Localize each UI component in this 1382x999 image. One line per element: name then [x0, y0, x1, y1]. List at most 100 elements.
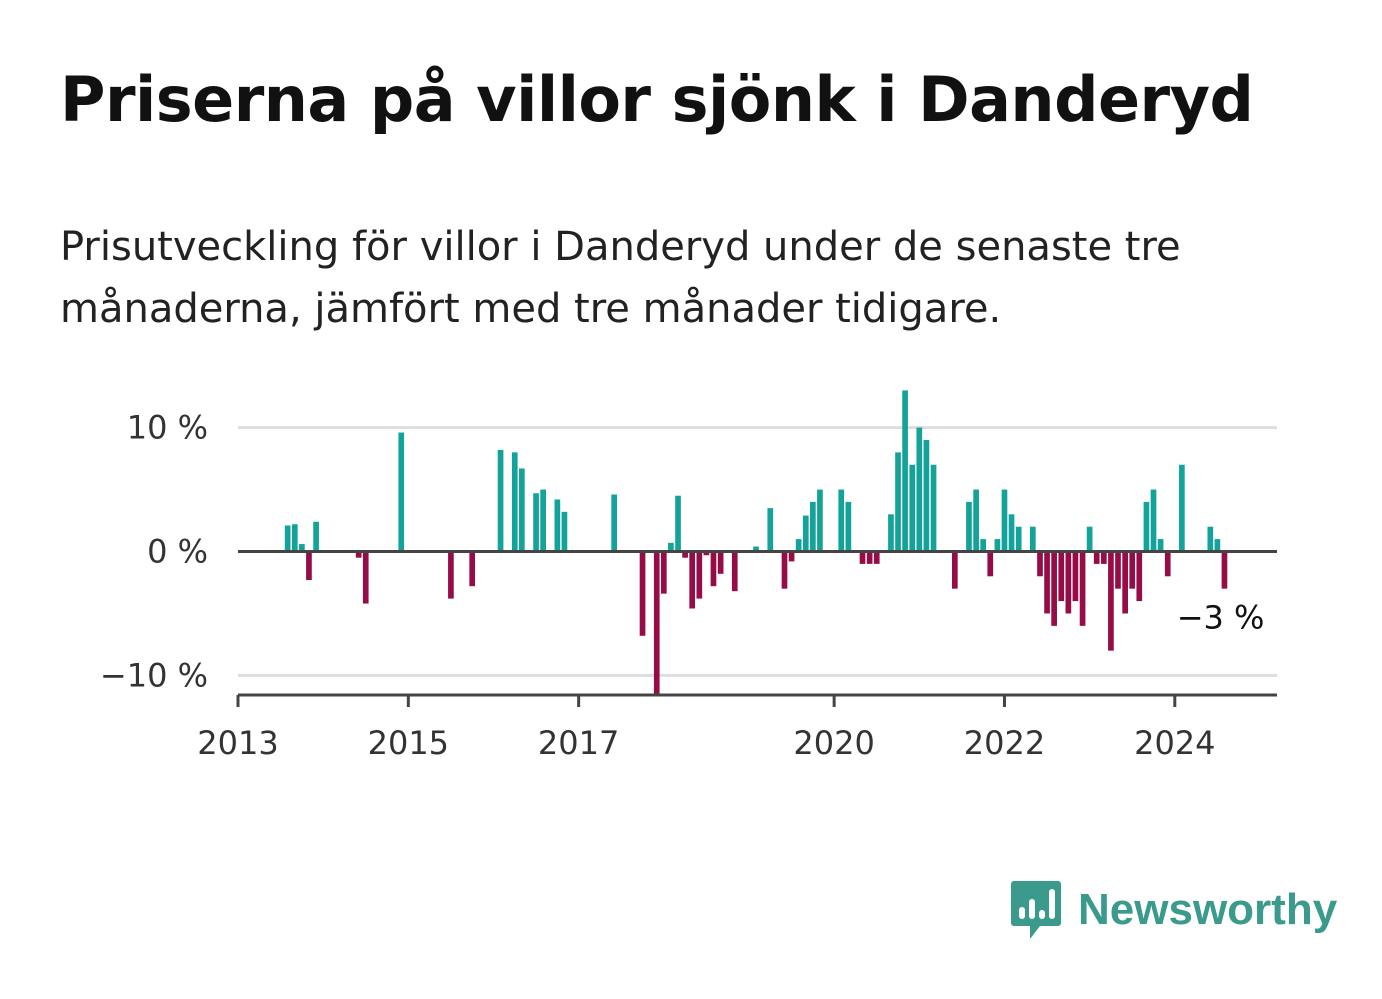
bar [1079, 551, 1086, 626]
bar [781, 551, 788, 589]
bar [362, 551, 369, 604]
bar [306, 551, 312, 580]
bar [1150, 489, 1157, 552]
bar [554, 499, 561, 552]
bar [696, 551, 703, 599]
bar [355, 551, 362, 558]
bar [540, 489, 546, 552]
x-tick-label: 2020 [793, 724, 874, 762]
bar [994, 539, 1001, 552]
bar [1207, 526, 1214, 552]
bar [497, 449, 504, 552]
bar [909, 464, 916, 552]
bar [873, 551, 880, 564]
bar [1015, 526, 1022, 552]
bar [1093, 551, 1100, 564]
bar [1221, 551, 1228, 589]
bar [817, 489, 823, 552]
bar [710, 551, 717, 587]
bar [533, 493, 539, 552]
bar [717, 551, 724, 574]
bar [795, 539, 802, 552]
bar [1164, 551, 1171, 577]
bar [1101, 551, 1107, 564]
bar [398, 432, 405, 552]
latest-value-label: −3 % [1177, 599, 1265, 637]
grid-lines [238, 426, 1277, 677]
y-tick-label: −10 % [100, 656, 208, 694]
bar [1157, 539, 1164, 552]
bar [1051, 551, 1057, 626]
bar [810, 501, 816, 552]
bar [1122, 551, 1128, 614]
bar [845, 501, 852, 552]
bar [966, 501, 972, 552]
bar [291, 524, 298, 552]
bar [838, 489, 845, 552]
bar [1030, 526, 1036, 552]
bar [1108, 551, 1114, 651]
chart-subtitle: Prisutveckling för villor i Danderyd und… [60, 224, 1181, 332]
y-tick-label: 0 % [147, 533, 208, 571]
bar [802, 515, 809, 552]
bar [923, 439, 930, 552]
bar [660, 551, 667, 594]
bar [1065, 551, 1072, 614]
bar [987, 551, 994, 577]
x-tick-label: 2015 [368, 724, 449, 762]
bar [448, 551, 454, 599]
bar [916, 427, 923, 552]
bar [980, 539, 987, 552]
bars [284, 390, 1228, 696]
bar [731, 551, 738, 592]
bar [313, 521, 319, 552]
bar [767, 508, 774, 552]
bar [1129, 551, 1136, 589]
bar [895, 452, 901, 552]
chart-title: Priserna på villor sjönk i Danderyd [60, 63, 1254, 136]
newsworthy-logo: Newsworthy [1010, 878, 1337, 942]
bar [973, 489, 979, 552]
x-tick-label: 2013 [197, 724, 278, 762]
bar [866, 551, 873, 564]
brand-name: Newsworthy [1078, 885, 1338, 934]
bar [299, 544, 305, 552]
bar [859, 551, 866, 564]
bar [902, 390, 908, 552]
x-tick-label: 2024 [1134, 724, 1215, 762]
bar [675, 495, 681, 552]
bar [682, 551, 688, 558]
bar [653, 551, 660, 696]
bar [1115, 551, 1121, 589]
tick-labels: 10 % 0 % −10 % 2013 2015 2017 2020 2022 2024 −3 % [100, 409, 1265, 762]
y-tick-label: 10 % [127, 409, 208, 447]
bar [1086, 526, 1093, 552]
bar [1008, 514, 1015, 552]
bar [951, 551, 958, 589]
bar [1136, 551, 1143, 602]
axes [236, 550, 1277, 707]
bar [284, 525, 291, 552]
bar [519, 468, 525, 552]
bar [469, 551, 476, 587]
bar [611, 494, 618, 552]
bar [1072, 551, 1079, 602]
bar [930, 464, 937, 552]
bar [561, 511, 568, 552]
bar [788, 551, 795, 562]
bar-chart-speech-bubble-icon [1011, 881, 1061, 939]
bar [888, 514, 894, 552]
bar [639, 551, 646, 636]
bar [1001, 489, 1008, 552]
bar [1044, 551, 1050, 614]
bar [689, 551, 696, 609]
bar [1058, 551, 1065, 602]
bar [753, 546, 759, 552]
bar [703, 551, 710, 556]
x-tick-label: 2022 [964, 724, 1045, 762]
bar [1143, 501, 1150, 552]
bar [1179, 464, 1185, 552]
bar [1214, 539, 1221, 552]
bar [511, 452, 518, 552]
